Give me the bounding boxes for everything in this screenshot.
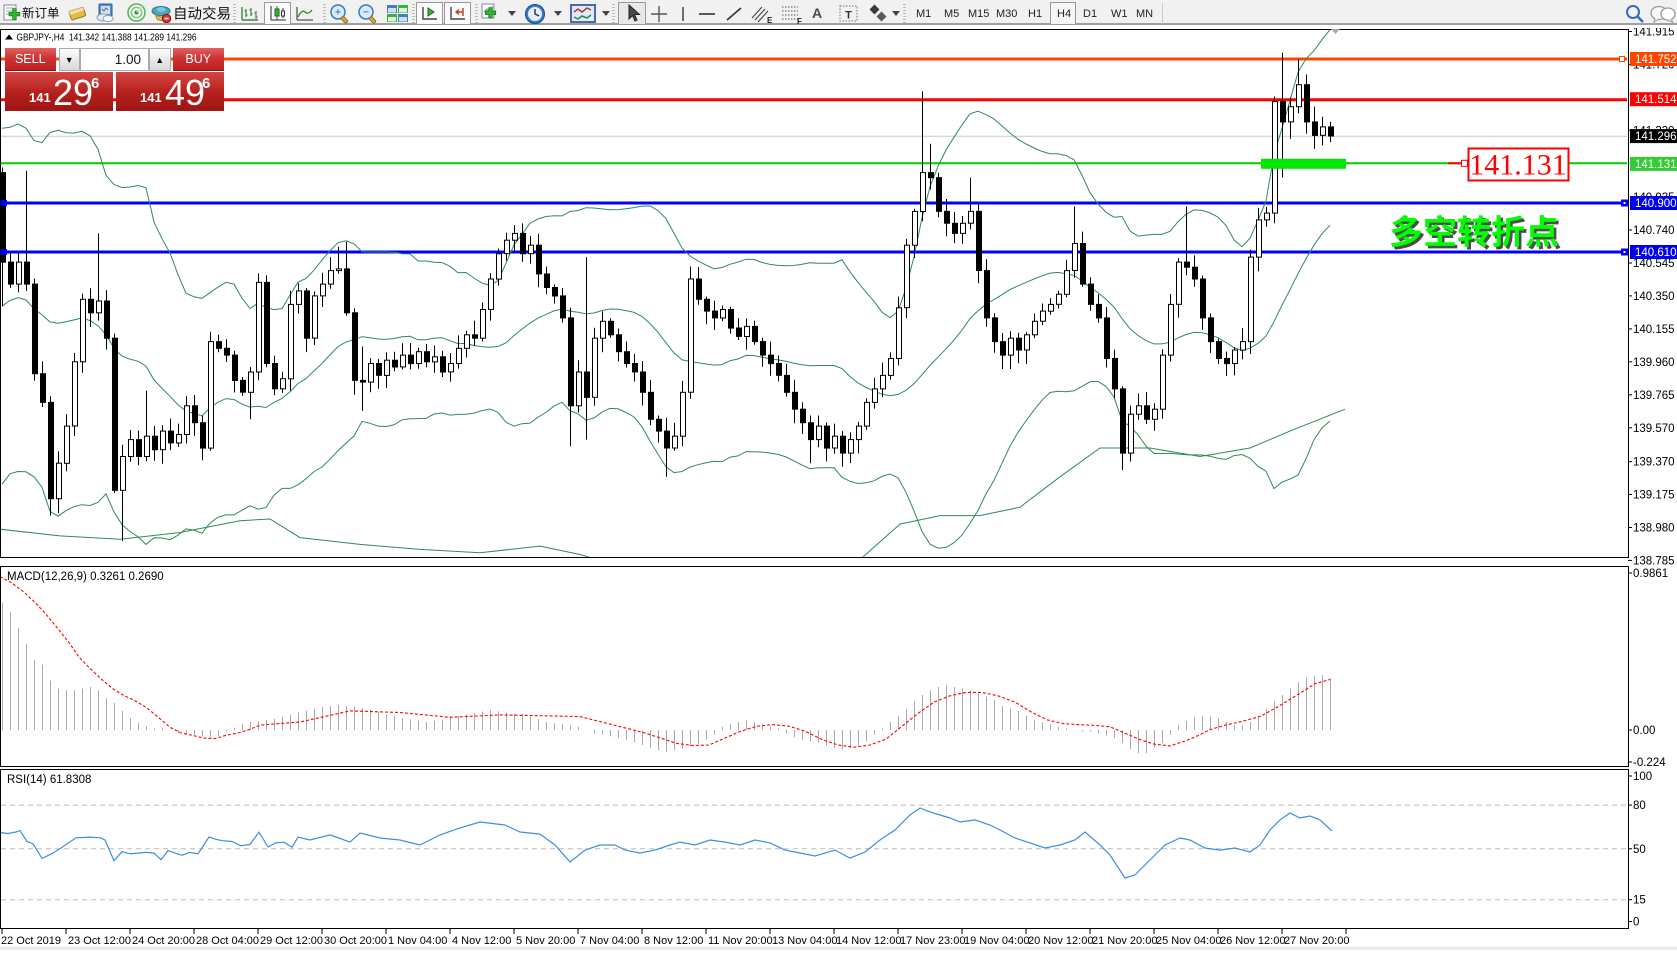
svg-text:0: 0: [1633, 917, 1639, 929]
svg-text:5 Nov 20:00: 5 Nov 20:00: [516, 935, 575, 947]
svg-text:140.740: 140.740: [1633, 225, 1675, 237]
svg-text:140.155: 140.155: [1633, 324, 1675, 336]
svg-text:8 Nov 12:00: 8 Nov 12:00: [644, 935, 703, 947]
svg-text:28 Oct 04:00: 28 Oct 04:00: [196, 935, 259, 947]
svg-text:138.980: 138.980: [1633, 523, 1675, 535]
svg-text:14 Nov 12:00: 14 Nov 12:00: [836, 935, 901, 947]
svg-text:0.9861: 0.9861: [1633, 568, 1668, 580]
svg-text:140.900: 140.900: [1635, 198, 1677, 210]
svg-text:13 Nov 04:00: 13 Nov 04:00: [772, 935, 837, 947]
svg-text:0.00: 0.00: [1633, 725, 1655, 737]
svg-text:139.765: 139.765: [1633, 390, 1675, 402]
svg-text:1 Nov 04:00: 1 Nov 04:00: [388, 935, 447, 947]
svg-text:26 Nov 12:00: 26 Nov 12:00: [1220, 935, 1285, 947]
svg-text:141.131: 141.131: [1469, 149, 1567, 182]
svg-text:RSI(14) 61.8308: RSI(14) 61.8308: [7, 774, 91, 786]
svg-text:4 Nov 12:00: 4 Nov 12:00: [452, 935, 511, 947]
svg-text:141.131: 141.131: [1635, 159, 1677, 171]
svg-text:+: +: [335, 7, 341, 19]
svg-text:−: −: [363, 7, 369, 19]
svg-text:GBPJPY-,H4 141.342 141.388 14: GBPJPY-,H4 141.342 141.388 141.289 141.2…: [17, 32, 197, 44]
svg-text:138.785: 138.785: [1633, 555, 1675, 567]
svg-text:19 Nov 04:00: 19 Nov 04:00: [964, 935, 1029, 947]
svg-text:140.545: 140.545: [1633, 258, 1675, 270]
svg-text:80: 80: [1633, 800, 1646, 812]
svg-text:7 Nov 04:00: 7 Nov 04:00: [580, 935, 639, 947]
svg-text:25 Nov 04:00: 25 Nov 04:00: [1156, 935, 1221, 947]
svg-text:141.915: 141.915: [1633, 28, 1675, 39]
svg-text:11 Nov 20:00: 11 Nov 20:00: [708, 935, 773, 947]
svg-text:139.570: 139.570: [1633, 423, 1675, 435]
svg-text:21 Nov 20:00: 21 Nov 20:00: [1092, 935, 1157, 947]
svg-text:50: 50: [1633, 844, 1646, 856]
svg-text:139.370: 139.370: [1633, 457, 1675, 469]
svg-text:141.514: 141.514: [1635, 94, 1677, 106]
svg-text:139.960: 139.960: [1633, 357, 1675, 369]
svg-text:T: T: [845, 10, 852, 22]
svg-text:139.175: 139.175: [1633, 490, 1675, 502]
svg-text:30 Oct 20:00: 30 Oct 20:00: [324, 935, 387, 947]
svg-text:F: F: [797, 17, 802, 24]
svg-text:MACD(12,26,9) 0.3261 0.2690: MACD(12,26,9) 0.3261 0.2690: [7, 571, 164, 583]
svg-text:E: E: [767, 16, 773, 24]
svg-text:22 Oct 2019: 22 Oct 2019: [1, 935, 61, 947]
svg-text:141.296: 141.296: [1635, 131, 1677, 143]
svg-text:15: 15: [1633, 895, 1646, 907]
svg-text:27 Nov 20:00: 27 Nov 20:00: [1284, 935, 1349, 947]
svg-text:141.752: 141.752: [1635, 54, 1677, 66]
svg-text:140.610: 140.610: [1635, 247, 1677, 259]
svg-text:23 Oct 12:00: 23 Oct 12:00: [68, 935, 131, 947]
svg-text:140.350: 140.350: [1633, 291, 1675, 303]
svg-text:24 Oct 20:00: 24 Oct 20:00: [132, 935, 195, 947]
svg-text:20 Nov 12:00: 20 Nov 12:00: [1028, 935, 1093, 947]
svg-text:29 Oct 12:00: 29 Oct 12:00: [260, 935, 323, 947]
svg-text:-0.224: -0.224: [1633, 757, 1666, 769]
svg-text:17 Nov 23:00: 17 Nov 23:00: [900, 935, 965, 947]
svg-text:100: 100: [1633, 771, 1652, 783]
